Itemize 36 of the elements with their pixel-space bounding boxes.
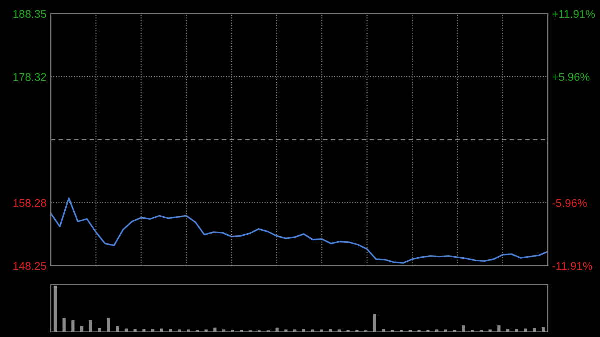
bar bbox=[152, 329, 155, 332]
bar bbox=[382, 329, 386, 332]
y-tick-label: 188.35 bbox=[14, 10, 46, 18]
bar bbox=[524, 328, 528, 332]
bar bbox=[62, 318, 66, 332]
bar bbox=[542, 327, 546, 332]
bar bbox=[124, 328, 128, 332]
bar bbox=[329, 329, 332, 332]
bar bbox=[107, 318, 110, 332]
bar bbox=[80, 326, 84, 332]
bar bbox=[462, 326, 466, 332]
y-tick-label: 178.32 bbox=[14, 73, 46, 82]
bar bbox=[89, 320, 92, 332]
line-series bbox=[51, 198, 548, 264]
bar bbox=[54, 286, 57, 332]
bar bbox=[515, 329, 518, 332]
y-tick-label: 148.25 bbox=[14, 262, 46, 270]
bar bbox=[98, 328, 102, 332]
bar bbox=[373, 314, 376, 332]
y-tick-label: 158.28 bbox=[14, 199, 46, 208]
bar bbox=[169, 329, 172, 332]
bar bbox=[302, 329, 306, 332]
bar bbox=[533, 328, 536, 332]
y2-tick-label: -11.91% bbox=[552, 262, 592, 270]
y2-tick-label: +11.91% bbox=[552, 10, 596, 18]
bar bbox=[142, 329, 146, 332]
bar bbox=[134, 329, 137, 332]
bar bbox=[498, 326, 501, 332]
bar bbox=[160, 328, 164, 332]
bar bbox=[214, 328, 217, 332]
y2-tick-label: +5.96% bbox=[552, 73, 590, 82]
bar bbox=[506, 329, 510, 332]
bar bbox=[116, 326, 120, 332]
bar bbox=[72, 320, 75, 332]
y2-tick-label: -5.96% bbox=[552, 199, 587, 208]
bar bbox=[276, 328, 279, 332]
